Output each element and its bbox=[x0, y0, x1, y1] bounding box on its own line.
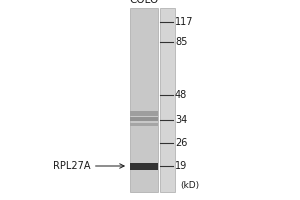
Text: RPL27A: RPL27A bbox=[52, 161, 124, 171]
Text: 85: 85 bbox=[175, 37, 188, 47]
Bar bbox=[130, 122, 158, 126]
Text: 34: 34 bbox=[175, 115, 187, 125]
Bar bbox=[130, 117, 158, 121]
Text: 117: 117 bbox=[175, 17, 194, 27]
Text: (kD): (kD) bbox=[180, 181, 199, 190]
Bar bbox=[130, 162, 158, 170]
Bar bbox=[130, 110, 158, 116]
Bar bbox=[160, 8, 175, 192]
Text: 48: 48 bbox=[175, 90, 187, 100]
Text: COLO: COLO bbox=[129, 0, 159, 5]
Text: 19: 19 bbox=[175, 161, 187, 171]
Text: 26: 26 bbox=[175, 138, 188, 148]
Bar bbox=[130, 8, 158, 192]
